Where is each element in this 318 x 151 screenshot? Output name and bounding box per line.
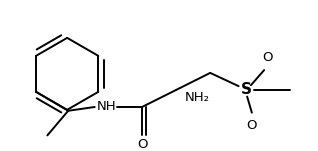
Text: NH₂: NH₂ bbox=[184, 91, 210, 104]
Text: NH: NH bbox=[96, 100, 116, 114]
Text: O: O bbox=[262, 51, 272, 64]
Text: O: O bbox=[137, 138, 147, 151]
Text: S: S bbox=[241, 82, 252, 97]
Text: O: O bbox=[247, 119, 257, 132]
